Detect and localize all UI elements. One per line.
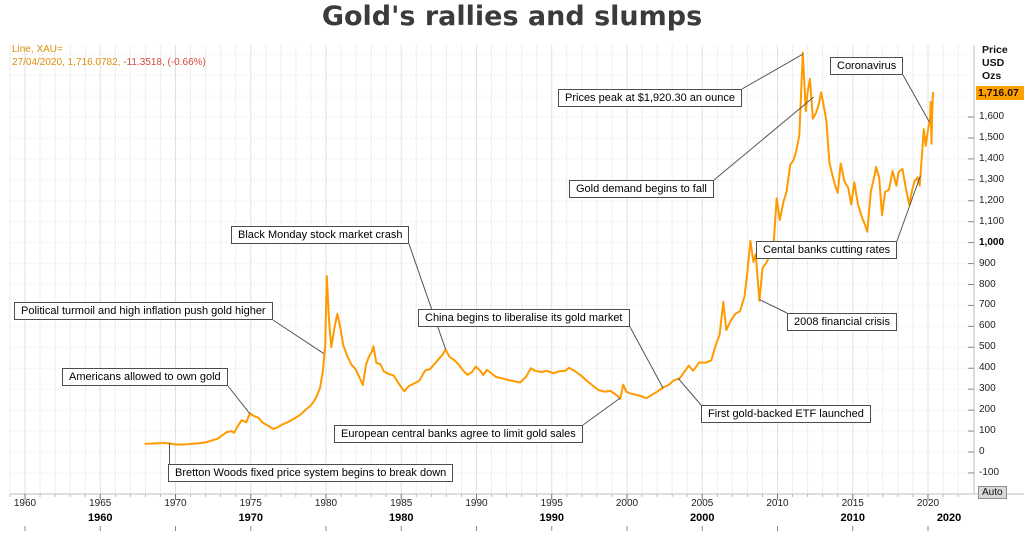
annotation-black-monday[interactable]: Black Monday stock market crash	[231, 226, 410, 244]
legend-series-label[interactable]: Line, XAU=	[12, 44, 63, 55]
annotation-americans-own-gold[interactable]: Americans allowed to own gold	[62, 368, 228, 386]
chart-legend: Line, XAU= 27/04/2020, 1,716.0782, -11.3…	[12, 43, 206, 69]
annotation-connector-coronavirus	[902, 74, 930, 123]
annotation-connector-central-banks-cutting-rates	[896, 175, 921, 242]
annotation-china-liberalises[interactable]: China begins to liberalise its gold mark…	[418, 309, 630, 327]
legend-date-price: 27/04/2020, 1,716.0782,	[12, 57, 121, 68]
annotation-connector-ecb-limit-gold-sales	[582, 397, 621, 426]
chart-title: Gold's rallies and slumps	[321, 1, 703, 32]
annotation-financial-crisis-2008[interactable]: 2008 financial crisis	[787, 313, 897, 331]
legend-quote-values: 27/04/2020, 1,716.0782, -11.3518, (-0.66…	[12, 56, 206, 69]
annotation-ecb-limit-gold-sales[interactable]: European central banks agree to limit go…	[334, 425, 583, 443]
annotation-coronavirus[interactable]: Coronavirus	[830, 57, 904, 75]
annotation-connector-prices-peak	[741, 53, 804, 90]
annotation-political-turmoil[interactable]: Political turmoil and high inflation pus…	[14, 302, 273, 320]
price-axis-unit-label: Price USD Ozs	[982, 44, 1008, 83]
annotation-central-banks-cutting-rates[interactable]: Cental banks cutting rates	[756, 241, 898, 259]
annotation-connector-financial-crisis-2008	[759, 299, 788, 314]
legend-change-values: -11.3518, (-0.66%)	[120, 57, 206, 68]
auto-scale-button[interactable]: Auto	[978, 486, 1007, 499]
annotation-first-gold-etf[interactable]: First gold-backed ETF launched	[701, 405, 871, 423]
price-axis-unit-line3: Ozs	[982, 70, 1002, 82]
annotation-connector-first-gold-etf	[677, 377, 702, 406]
annotation-bretton-woods[interactable]: Bretton Woods fixed price system begins …	[168, 464, 454, 482]
price-axis-unit-line2: USD	[982, 57, 1005, 69]
annotation-gold-demand-falls[interactable]: Gold demand begins to fall	[569, 180, 714, 198]
annotation-prices-peak[interactable]: Prices peak at $1,920.30 an ounce	[558, 89, 743, 107]
current-price-badge: 1,716.07	[976, 85, 1024, 100]
annotation-connector-china-liberalises	[629, 326, 664, 389]
gold-price-line	[144, 51, 934, 446]
annotation-connector-gold-demand-falls	[713, 96, 814, 181]
annotation-connector-americans-own-gold	[227, 385, 251, 415]
annotation-connector-black-monday	[408, 243, 447, 350]
price-axis-unit-line1: Price	[982, 44, 1008, 56]
annotation-connector-political-turmoil	[272, 319, 325, 355]
